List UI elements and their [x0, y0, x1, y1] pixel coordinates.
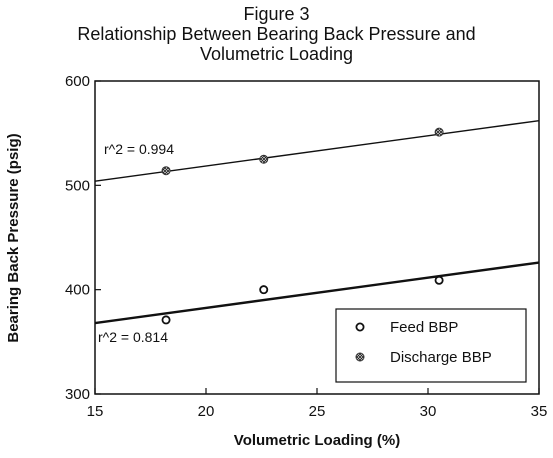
feed-bbp-point — [434, 275, 444, 285]
y-tick-label: 300 — [65, 386, 90, 403]
x-tick-label: 25 — [309, 403, 326, 420]
legend-feed-label: Feed BBP — [390, 319, 458, 336]
x-tick-label: 20 — [198, 403, 215, 420]
discharge-bbp-point — [161, 166, 171, 176]
legend-box — [335, 308, 527, 383]
x-axis-label: Volumetric Loading (%) — [234, 432, 400, 449]
chart-title-line-2: Relationship Between Bearing Back Pressu… — [77, 24, 476, 44]
feed-bbp-trendline — [94, 261, 540, 325]
legend-discharge-label: Discharge BBP — [390, 349, 492, 366]
x-tick-label: 15 — [87, 403, 104, 420]
y-axis-label: Bearing Back Pressure (psig) — [5, 133, 22, 342]
feed-r2-annotation: r^2 = 0.814 — [98, 329, 168, 345]
chart-title-line-1: Figure 3 — [243, 4, 310, 24]
x-tick-label: 30 — [420, 403, 437, 420]
discharge-bbp-point — [259, 154, 269, 164]
feed-bbp-point — [259, 285, 269, 295]
chart-title-line-3: Volumetric Loading — [199, 44, 354, 64]
legend-feed-marker — [355, 322, 365, 332]
legend: Feed BBP Discharge BBP — [335, 308, 527, 383]
x-tick-label: 35 — [531, 403, 548, 420]
discharge-r2-annotation: r^2 = 0.994 — [104, 141, 174, 157]
y-tick-label: 500 — [65, 177, 90, 194]
feed-bbp-point — [161, 315, 171, 325]
discharge-bbp-point — [434, 127, 444, 137]
legend-discharge-marker — [355, 352, 365, 362]
y-tick-label: 600 — [65, 73, 90, 90]
y-tick-label: 400 — [65, 282, 90, 299]
